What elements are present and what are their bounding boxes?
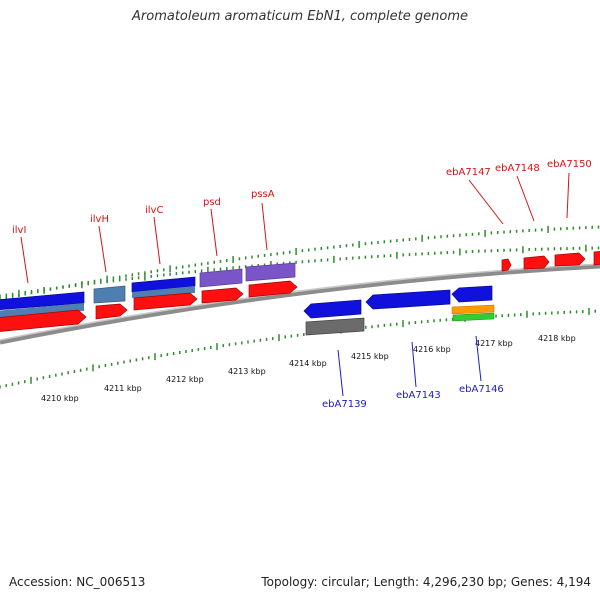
label-ebA7139[interactable]: ebA7139 <box>322 399 367 410</box>
label-ilvI[interactable]: ilvI <box>12 225 26 236</box>
cds-red-1[interactable] <box>0 309 87 332</box>
leader-ebA7146 <box>475 335 482 382</box>
leader-ilvI <box>20 236 29 284</box>
leader-ebA7139 <box>337 349 344 397</box>
cds-red-4[interactable] <box>201 287 244 304</box>
gene-ebA7148-cds[interactable] <box>523 255 550 270</box>
feature-orange[interactable] <box>451 304 495 315</box>
accession-text: Accession: NC_006513 <box>9 575 146 589</box>
cds-red-5[interactable] <box>248 280 298 298</box>
genome-backbone <box>0 263 600 345</box>
gene-ebA7143-cds[interactable] <box>365 289 451 310</box>
gene-pssA-cds[interactable] <box>245 262 296 282</box>
leader-ebA7143 <box>411 341 417 388</box>
tick-label-4211: 4211 kbp <box>104 384 142 393</box>
genome-backbone-highlight <box>0 263 600 341</box>
cds-red-2[interactable] <box>95 303 128 320</box>
tick-label-4212: 4212 kbp <box>166 375 204 384</box>
gene-psd-cds[interactable] <box>199 268 243 288</box>
label-psd[interactable]: psd <box>203 197 221 208</box>
label-ebA7143[interactable]: ebA7143 <box>396 390 441 401</box>
gene-ilvC-feature[interactable] <box>132 286 195 298</box>
leader-ilvH <box>98 225 107 273</box>
gene-ebA7147-cds[interactable] <box>501 258 512 272</box>
label-ebA7150[interactable]: ebA7150 <box>547 159 592 170</box>
label-ilvH[interactable]: ilvH <box>90 214 109 225</box>
label-ilvC[interactable]: ilvC <box>145 205 163 216</box>
gene-ebA7150-cds[interactable] <box>554 252 586 267</box>
leader-ebA7148 <box>516 175 535 222</box>
map-title: Aromatoleum aromaticum EbN1, complete ge… <box>132 9 468 24</box>
gene-ebA7146-cds[interactable] <box>451 285 493 303</box>
tick-row-outer <box>0 307 596 389</box>
feature-gray[interactable] <box>305 317 365 336</box>
tick-label-4216: 4216 kbp <box>413 345 451 354</box>
tick-label-4214: 4214 kbp <box>289 359 327 368</box>
tick-label-4213: 4213 kbp <box>228 367 266 376</box>
tick-label-4210: 4210 kbp <box>41 394 79 403</box>
tick-label-4215: 4215 kbp <box>351 352 389 361</box>
label-ebA7146[interactable]: ebA7146 <box>459 384 504 395</box>
gene-ilvI-feature[interactable] <box>0 303 84 318</box>
label-ebA7148[interactable]: ebA7148 <box>495 163 540 174</box>
gene-ilvH-cds[interactable] <box>93 285 126 304</box>
feature-green[interactable] <box>452 312 495 322</box>
leader-ilvC <box>153 216 161 265</box>
leader-ebA7150 <box>566 172 570 219</box>
cds-red-3[interactable] <box>133 292 198 311</box>
cds-red-edge[interactable] <box>593 251 600 266</box>
label-pssA[interactable]: pssA <box>251 189 275 200</box>
leader-pssA <box>261 202 268 251</box>
tick-label-4218: 4218 kbp <box>538 334 576 343</box>
genome-summary-text: Topology: circular; Length: 4,296,230 bp… <box>261 575 591 589</box>
leader-ebA7147 <box>468 179 504 225</box>
tick-label-4217: 4217 kbp <box>475 339 513 348</box>
label-ebA7147[interactable]: ebA7147 <box>446 167 491 178</box>
gene-ebA7139-cds[interactable] <box>303 299 362 319</box>
leader-psd <box>210 208 218 257</box>
tick-row-middle <box>0 244 600 298</box>
